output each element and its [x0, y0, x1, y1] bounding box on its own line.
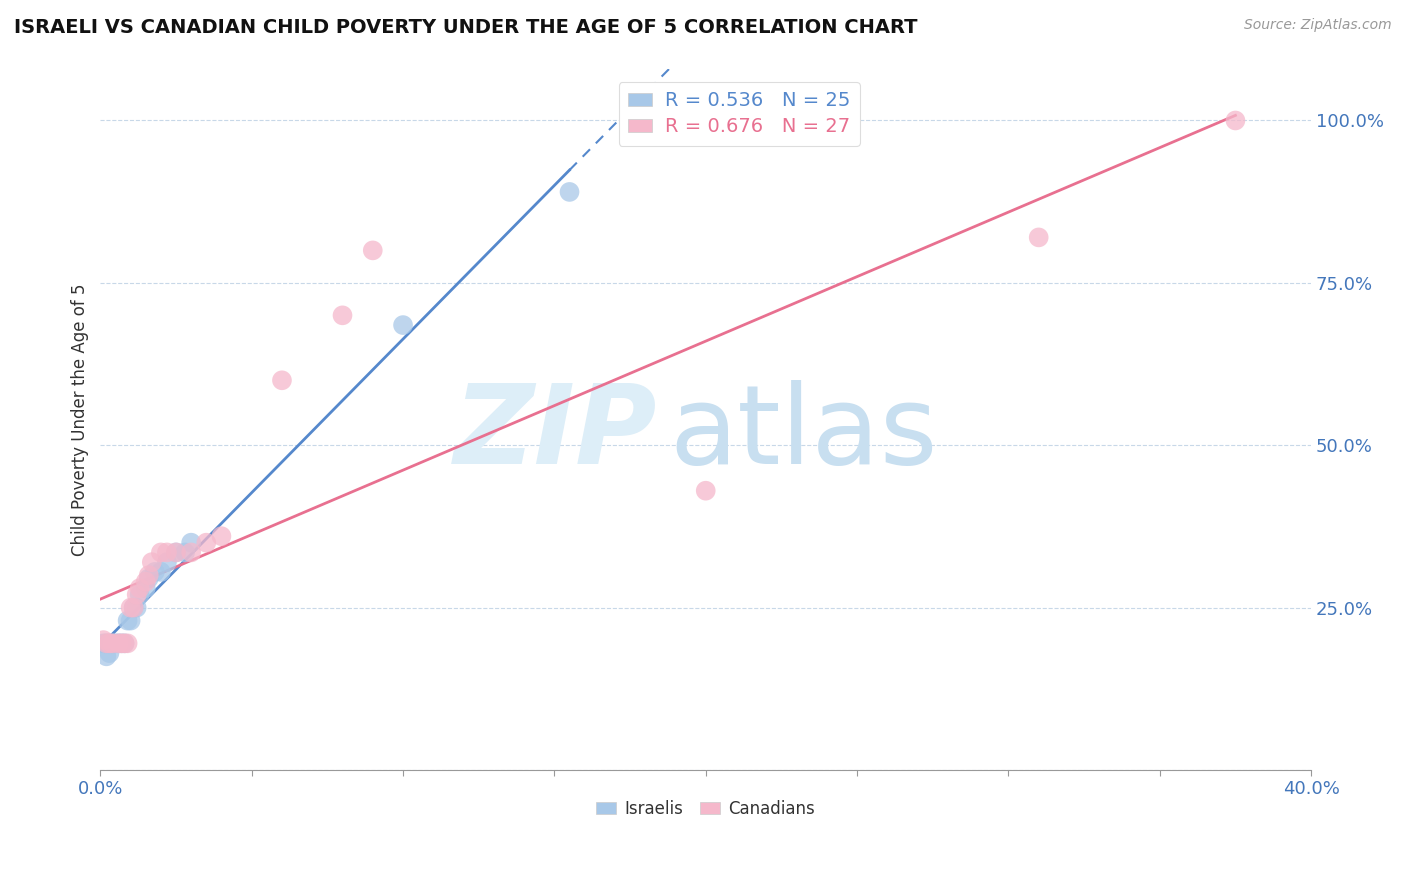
Point: [138, 568, 160, 582]
Point: [156, 555, 179, 569]
Point: [392, 318, 415, 332]
Point: [96, 649, 118, 664]
Point: [107, 636, 129, 650]
Point: [101, 636, 124, 650]
Point: [120, 600, 142, 615]
Point: [98, 636, 121, 650]
Point: [107, 636, 129, 650]
Point: [117, 636, 139, 650]
Text: Source: ZipAtlas.com: Source: ZipAtlas.com: [1244, 18, 1392, 32]
Point: [122, 600, 145, 615]
Point: [135, 574, 157, 589]
Point: [695, 483, 717, 498]
Point: [361, 244, 384, 258]
Point: [110, 636, 132, 650]
Point: [96, 636, 118, 650]
Point: [101, 636, 124, 650]
Point: [156, 545, 179, 559]
Point: [271, 373, 294, 387]
Point: [135, 581, 157, 595]
Point: [128, 588, 150, 602]
Text: ZIP: ZIP: [454, 380, 657, 487]
Point: [114, 636, 136, 650]
Point: [128, 581, 150, 595]
Point: [104, 636, 127, 650]
Point: [174, 545, 197, 559]
Point: [180, 545, 202, 559]
Point: [1028, 230, 1050, 244]
Point: [195, 535, 218, 549]
Point: [332, 309, 354, 323]
Point: [114, 636, 136, 650]
Point: [125, 588, 148, 602]
Point: [122, 600, 145, 615]
Y-axis label: Child Poverty Under the Age of 5: Child Poverty Under the Age of 5: [72, 283, 89, 556]
Text: atlas: atlas: [669, 380, 938, 487]
Point: [180, 535, 202, 549]
Point: [143, 565, 166, 579]
Point: [117, 614, 139, 628]
Point: [93, 633, 115, 648]
Point: [149, 545, 172, 559]
Point: [1225, 113, 1247, 128]
Legend: Israelis, Canadians: Israelis, Canadians: [589, 794, 823, 825]
Point: [98, 646, 121, 660]
Point: [141, 555, 163, 569]
Point: [98, 636, 121, 650]
Point: [149, 565, 172, 579]
Point: [138, 571, 160, 585]
Point: [209, 529, 232, 543]
Point: [558, 185, 581, 199]
Text: ISRAELI VS CANADIAN CHILD POVERTY UNDER THE AGE OF 5 CORRELATION CHART: ISRAELI VS CANADIAN CHILD POVERTY UNDER …: [14, 18, 918, 37]
Point: [125, 600, 148, 615]
Point: [110, 636, 132, 650]
Point: [96, 636, 118, 650]
Point: [165, 545, 187, 559]
Point: [165, 545, 187, 559]
Point: [120, 614, 142, 628]
Point: [93, 636, 115, 650]
